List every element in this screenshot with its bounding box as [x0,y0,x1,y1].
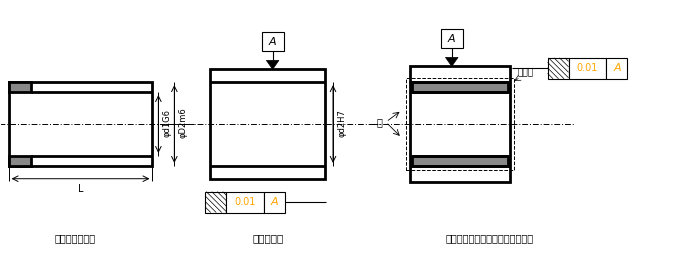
Text: 0.01: 0.01 [234,197,256,207]
Bar [262,32,284,51]
Bar [547,58,568,79]
Text: 無給油ブ菃シュを装置に組み込み: 無給油ブ菃シュを装置に組み込み [446,233,534,243]
Bar [9,82,30,92]
Text: L: L [78,184,83,194]
Bar [264,192,285,213]
Text: A: A [271,197,279,207]
Polygon shape [446,57,458,66]
Bar [205,192,226,213]
Bar [606,58,627,79]
Text: 軸: 軸 [376,117,382,127]
Bar [412,82,508,92]
Text: A: A [448,34,456,44]
Bar [410,66,510,182]
Bar [412,156,508,166]
Text: ハウジング: ハウジング [252,233,284,243]
Polygon shape [267,60,279,69]
Bar [9,156,30,166]
Text: A: A [269,37,277,46]
Text: φD2m6: φD2m6 [178,108,188,138]
Bar [210,69,325,179]
Text: A: A [613,63,621,73]
Bar [226,192,264,213]
Text: すき間: すき間 [518,68,534,77]
Bar [568,58,606,79]
Text: φd2H7: φd2H7 [337,109,346,137]
Bar [9,82,153,166]
Bar [441,29,463,49]
Text: 無給油ブ菃シュ: 無給油ブ菃シュ [55,233,96,243]
Text: φd1G6: φd1G6 [163,109,171,137]
Text: 0.01: 0.01 [577,63,598,73]
